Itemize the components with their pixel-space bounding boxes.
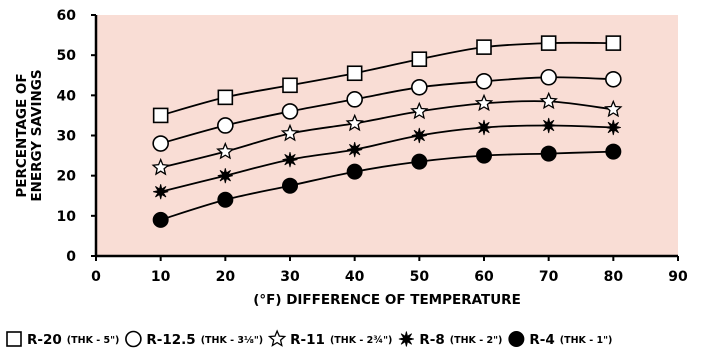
- plot-area: [96, 15, 678, 256]
- series-markers: [151, 35, 623, 228]
- x-tick-label: 40: [345, 269, 365, 285]
- point-r-4: [476, 147, 492, 164]
- point-r-4: [282, 177, 298, 194]
- point-r-4: [346, 163, 363, 180]
- point-r-12-5: [217, 117, 234, 134]
- point-r-4: [152, 211, 169, 228]
- legend-marker-r-12-5: [125, 330, 142, 348]
- point-r-20: [540, 35, 557, 51]
- y-axis-title-line2: ENERGY SAVINGS: [29, 69, 45, 201]
- point-r-12-5: [346, 91, 363, 108]
- y-tick-label: 20: [57, 169, 77, 185]
- point-r-12-5: [605, 70, 622, 88]
- point-r-4: [605, 143, 622, 160]
- point-r-11: [216, 141, 235, 160]
- x-axis-title: (°F) DIFFERENCE OF TEMPERATURE: [253, 292, 521, 308]
- y-tick-label: 50: [57, 48, 77, 64]
- legend-note-r-8: (THK - 2"): [450, 335, 503, 346]
- y-tick-label: 10: [57, 209, 77, 225]
- x-tick-label: 80: [604, 269, 624, 285]
- legend-label-r-20: R-20: [27, 332, 62, 348]
- point-r-4: [540, 145, 557, 162]
- x-tick-label: 30: [280, 269, 300, 285]
- legend-label-r-12-5: R-12.5: [146, 332, 195, 348]
- point-r-20: [346, 65, 363, 82]
- legend-note-r-11: (THK - 2¾"): [330, 335, 392, 346]
- point-r-20: [605, 35, 622, 51]
- point-r-8: [347, 142, 363, 158]
- legend-marker-r-11: [267, 329, 287, 347]
- point-r-12-5: [411, 79, 428, 96]
- x-tick-label: 0: [91, 269, 101, 285]
- legend-marker-r-4: [508, 331, 525, 347]
- axis-tick-labels: 0 10 20 30 40 50 60 70 80 90 0 10 20 30 40 50 60: [57, 8, 688, 285]
- point-r-8: [476, 119, 492, 136]
- legend-label-r-11: R-11: [290, 332, 325, 348]
- point-r-8: [541, 117, 557, 134]
- point-r-8: [411, 127, 427, 144]
- legend-label-r-8: R-8: [419, 332, 444, 348]
- point-r-20: [282, 77, 298, 94]
- point-r-11: [345, 113, 364, 132]
- y-tick-label: 60: [57, 8, 77, 24]
- point-r-11: [604, 99, 623, 118]
- point-r-20: [476, 39, 492, 55]
- legend-label-r-4: R-4: [529, 332, 554, 348]
- y-tick-label: 30: [57, 129, 77, 145]
- point-r-12-5: [475, 72, 493, 90]
- y-tick-label: 0: [66, 249, 76, 265]
- point-r-20: [217, 89, 234, 106]
- x-tick-label: 20: [216, 269, 236, 285]
- legend-note-r-4: (THK - 1"): [560, 335, 613, 346]
- y-tick-label: 40: [57, 88, 77, 104]
- point-r-8: [282, 152, 298, 168]
- point-r-11: [474, 93, 494, 112]
- x-tick-label: 90: [668, 269, 688, 285]
- x-tick-label: 70: [539, 269, 559, 285]
- x-tick-label: 60: [474, 269, 494, 285]
- axis-ticks: [91, 14, 679, 261]
- y-axis-title-line1: PERCENTAGE OF: [14, 73, 30, 197]
- point-r-12-5: [281, 103, 299, 120]
- point-r-12-5: [540, 68, 557, 86]
- x-tick-label: 50: [410, 269, 430, 285]
- point-r-20: [411, 51, 428, 67]
- point-r-8: [217, 168, 233, 184]
- legend-marker-r-8: [398, 331, 414, 347]
- point-r-11: [151, 157, 170, 176]
- point-r-11: [280, 123, 300, 142]
- point-r-12-5: [152, 135, 169, 152]
- legend-note-r-12-5: (THK - 3⅛"): [201, 335, 263, 346]
- point-r-4: [411, 153, 428, 170]
- point-r-4: [217, 191, 234, 208]
- legend: R-20 (THK - 5") R-12.5 (THK - 3⅛") R-11 (THK …: [6, 329, 613, 348]
- x-tick-label: 10: [151, 269, 171, 285]
- point-r-8: [153, 184, 169, 200]
- legend-marker-r-20: [6, 331, 22, 347]
- point-r-8: [605, 119, 621, 136]
- point-r-11: [539, 91, 558, 110]
- point-r-20: [152, 107, 169, 124]
- legend-note-r-20: (THK - 5"): [67, 335, 120, 346]
- point-r-11: [410, 101, 429, 120]
